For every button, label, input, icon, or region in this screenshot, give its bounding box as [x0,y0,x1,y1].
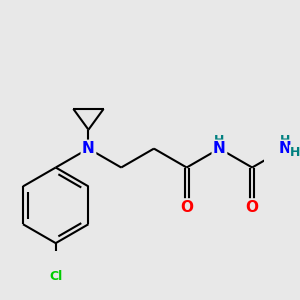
Text: O: O [180,200,193,215]
Text: N: N [278,141,291,156]
Text: H: H [214,134,225,147]
Text: N: N [213,141,226,156]
Text: Cl: Cl [49,270,62,283]
Text: O: O [246,200,259,215]
Text: H: H [290,146,300,159]
Text: H: H [280,134,290,147]
Text: N: N [82,141,95,156]
